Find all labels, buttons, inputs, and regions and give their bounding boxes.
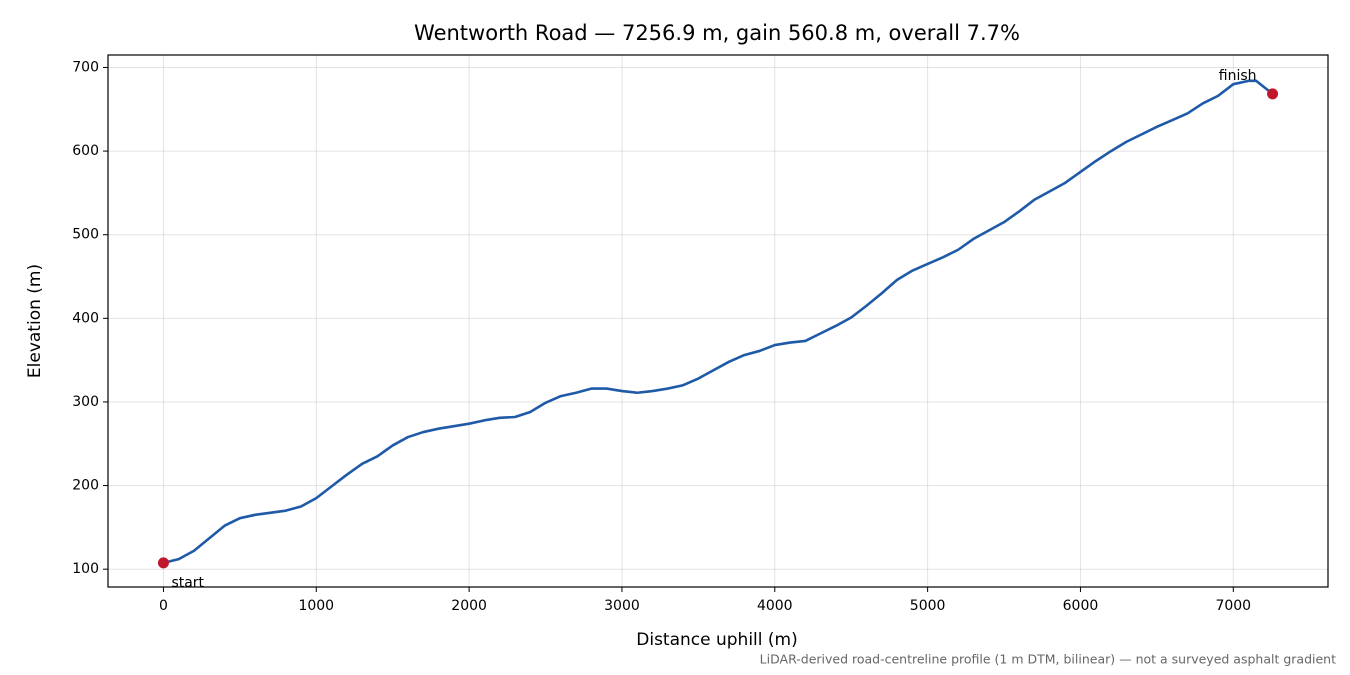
y-axis-label: Elevation (m) — [25, 264, 45, 378]
y-tick-label: 500 — [72, 227, 99, 243]
elevation-line — [163, 79, 1274, 565]
x-axis-label: Distance uphill (m) — [636, 630, 797, 650]
x-tick-label: 6000 — [1063, 598, 1099, 614]
endpoint-marker — [157, 557, 169, 569]
y-tick-label: 700 — [72, 59, 99, 75]
x-tick-label: 5000 — [910, 598, 946, 614]
y-tick-label: 300 — [72, 394, 99, 410]
x-tick-label: 7000 — [1215, 598, 1251, 614]
y-tick-label: 400 — [72, 310, 99, 326]
plot-frame — [107, 54, 1329, 588]
endpoint-marker — [1267, 88, 1279, 100]
y-tick-label: 100 — [72, 561, 99, 577]
annotation: start — [171, 575, 204, 591]
footnote: LiDAR-derived road-centreline profile (1… — [760, 652, 1336, 667]
x-tick-label: 1000 — [298, 598, 334, 614]
annotation: finish — [1219, 68, 1257, 84]
x-tick-label: 3000 — [604, 598, 640, 614]
x-tick-label: 4000 — [757, 598, 793, 614]
x-tick-label: 0 — [159, 598, 168, 614]
y-tick-label: 600 — [72, 143, 99, 159]
x-tick-label: 2000 — [451, 598, 487, 614]
chart-title: Wentworth Road — 7256.9 m, gain 560.8 m,… — [414, 21, 1020, 45]
y-tick-label: 200 — [72, 478, 99, 494]
